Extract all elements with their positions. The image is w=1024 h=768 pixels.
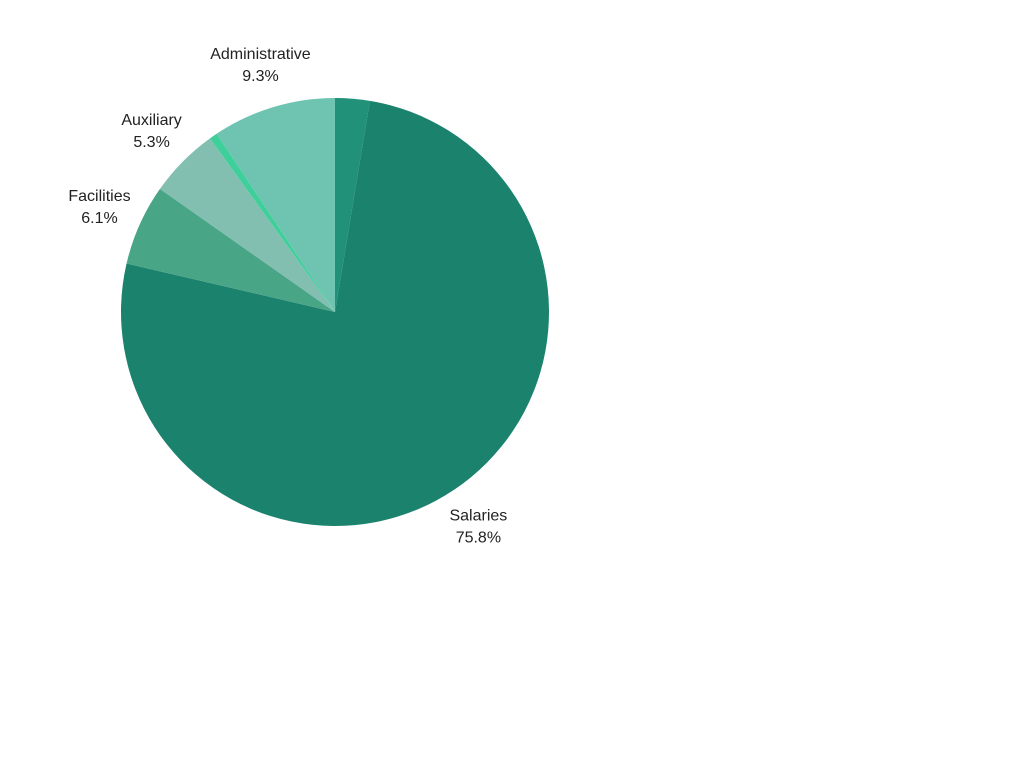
pie-slice [121,100,550,527]
pie-slice [335,98,370,312]
pie-slice [216,98,335,312]
slice-value-label: 75.8% [456,530,501,547]
pie-slice [126,188,335,312]
slice-value-label: 6.1% [81,210,117,227]
slice-label: Administrative [210,46,311,63]
slice-label: Facilities [68,188,130,205]
slice-label: Auxiliary [121,112,181,129]
pie-slice [209,133,335,312]
slice-value-label: 5.3% [133,134,169,151]
pie-slice [159,138,335,312]
slice-value-label: 9.3% [242,68,278,85]
slice-label: Salaries [449,508,507,525]
